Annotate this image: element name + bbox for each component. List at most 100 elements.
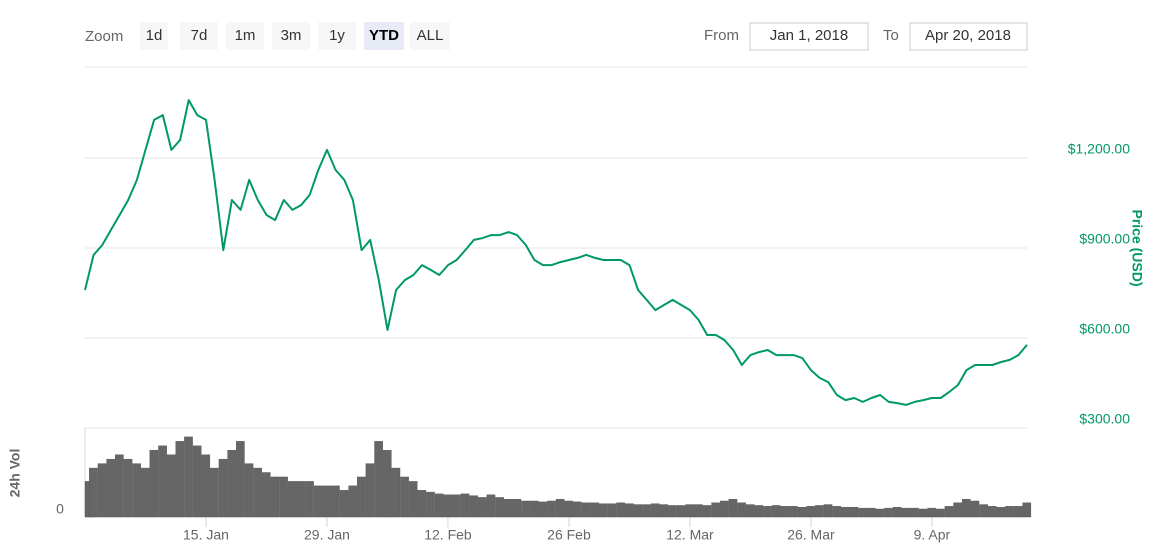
y2-tick-label: 0 [56, 501, 64, 517]
volume-bar [391, 467, 401, 518]
volume-bar [901, 507, 911, 518]
volume-bar [149, 450, 159, 518]
price-line [84, 99, 1028, 406]
y-axis-title: Price (USD) [1129, 209, 1145, 286]
volume-bar [633, 504, 643, 518]
volume-bar [581, 502, 591, 518]
volume-bar [495, 497, 504, 518]
volume-bar [115, 454, 124, 518]
volume-bar [754, 505, 764, 518]
volume-bar [443, 494, 453, 518]
volume-bar [944, 506, 954, 518]
volume-bar [866, 507, 876, 518]
volume-bar [452, 494, 461, 518]
zoom-button[interactable]: 1y [318, 22, 356, 50]
volume-bar [175, 441, 185, 518]
volume-bar [970, 500, 980, 518]
volume-bar [711, 502, 720, 518]
volume-bar [884, 507, 893, 518]
x-tick-label: 29. Jan [304, 527, 350, 543]
zoom-button-label: 1d [146, 27, 163, 44]
volume-bar [624, 503, 634, 518]
zoom-button-label: 1m [235, 27, 256, 44]
zoom-button-label: 3m [281, 27, 302, 44]
volume-bar [434, 493, 444, 518]
volume-bar [694, 504, 703, 518]
volume-bar [858, 507, 867, 518]
volume-bar [408, 481, 418, 518]
zoom-button[interactable]: 1d [140, 22, 168, 50]
zoom-button-bg[interactable] [318, 22, 356, 50]
y2-axis-title: 24h Vol [7, 449, 23, 498]
volume-bar [728, 499, 738, 518]
from-label: From [704, 27, 739, 44]
volume-bar [426, 491, 435, 518]
volume-bar [771, 505, 781, 518]
zoom-button[interactable]: YTD [364, 22, 404, 50]
volume-bar [140, 467, 150, 518]
volume-bar [417, 490, 427, 518]
volume-bar [918, 508, 928, 518]
volume-bar [348, 485, 357, 518]
volume-bar [400, 476, 409, 518]
y-tick-label: $300.00 [1079, 411, 1130, 427]
zoom-button[interactable]: 1m [226, 22, 264, 50]
to-input[interactable] [909, 22, 1028, 51]
volume-bar [322, 485, 332, 518]
volume-bar [555, 499, 565, 518]
zoom-button-bg[interactable] [226, 22, 264, 50]
zoom-button[interactable]: 7d [180, 22, 218, 50]
zoom-buttons: 1d 7d 1m 3m 1y YTD ALL [140, 22, 450, 50]
volume-bar [702, 505, 712, 518]
zoom-button-bg[interactable] [272, 22, 310, 50]
x-tick-label: 26 Feb [547, 527, 591, 543]
volume-bar [339, 490, 349, 518]
volume-bar [953, 502, 962, 518]
zoom-button[interactable]: ALL [410, 22, 450, 50]
volume-bar [840, 507, 850, 518]
volume-bar [1005, 506, 1014, 518]
volume-bar [650, 503, 660, 518]
volume-bar [961, 499, 971, 518]
volume-bar [573, 501, 582, 518]
zoom-button-bg[interactable] [364, 22, 404, 50]
volume-bar [823, 504, 833, 518]
volume-bar [1022, 502, 1032, 518]
zoom-button[interactable]: 3m [272, 22, 310, 50]
volume-bar [210, 467, 219, 518]
zoom-button-bg[interactable] [140, 22, 168, 50]
volume-bar [590, 502, 599, 518]
volume-bar [253, 467, 262, 518]
volume-bar [996, 507, 1006, 518]
volume-bar [806, 506, 816, 518]
zoom-button-label: 7d [191, 27, 208, 44]
from-input[interactable] [749, 22, 869, 51]
volume-bar [478, 497, 487, 518]
volume-bar [910, 507, 919, 518]
volume-bar [789, 506, 798, 518]
volume-bar [382, 450, 392, 518]
x-tick-label: 15. Jan [183, 527, 229, 543]
volume-bar [564, 500, 574, 518]
volume-bar [158, 445, 167, 518]
volume-bar [685, 504, 695, 518]
volume-bar [123, 458, 133, 518]
volume-bar [261, 472, 271, 518]
zoom-button-bg[interactable] [180, 22, 218, 50]
volume-bar [89, 467, 98, 518]
volume-bar [720, 500, 729, 518]
volume-bar [616, 502, 625, 518]
zoom-button-bg[interactable] [410, 22, 450, 50]
zoom-label: Zoom [85, 28, 123, 45]
volume-bar [227, 450, 237, 518]
volume-bar [365, 463, 375, 518]
volume-bar [538, 501, 548, 518]
volume-bar [668, 505, 677, 518]
volume-bar [218, 458, 228, 518]
volume-bar [201, 454, 211, 518]
volume-bar [642, 504, 651, 518]
y-tick-label: $1,200.00 [1068, 141, 1130, 157]
volume-bar [270, 476, 280, 518]
volume-bar [166, 454, 176, 518]
